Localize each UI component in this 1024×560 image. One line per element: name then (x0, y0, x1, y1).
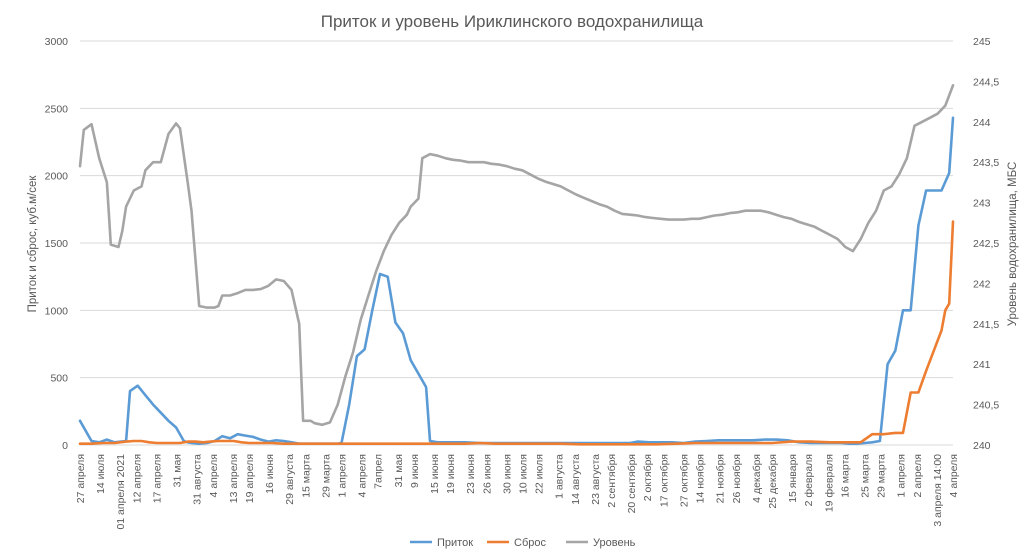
x-tick-label: 01 апреля 2021 (115, 454, 127, 530)
x-tick-label: 1 апреля (896, 454, 908, 497)
x-tick-label: 4 апреля (948, 454, 960, 497)
x-tick-label: 1 апреля (336, 454, 348, 497)
x-tick-label: 26 июня (481, 454, 493, 494)
y2-tick-label: 243,5 (973, 157, 999, 169)
y2-tick-label: 240 (973, 440, 991, 452)
x-tick-label: 16 июня (264, 454, 276, 494)
series-layer (78, 84, 955, 446)
x-tick-label: 23 августа (590, 454, 602, 505)
y2-tick-label: 241 (973, 359, 991, 371)
x-tick-label: 2 апреля (912, 454, 924, 497)
y-tick-label: 1000 (45, 305, 69, 317)
y-tick-label: 3000 (45, 36, 69, 48)
x-tick-label: 13 апреля (228, 454, 240, 503)
x-tick-label: 17 апреля (151, 454, 163, 503)
y-tick-label: 500 (50, 373, 68, 385)
x-tick-label: 4 декабря (751, 454, 763, 503)
y2-tick-label: 242,5 (973, 238, 999, 250)
x-tick-label: 12 апреля (131, 454, 143, 503)
y-axis-right-ticks: 240 240,5 241 241,5 242 242,5 243 243,5 244 244,5… (973, 36, 999, 452)
x-tick-label: 2 февраля (803, 454, 815, 506)
y-tick-label: 2000 (45, 171, 69, 183)
legend-label: Сброс (514, 537, 546, 549)
x-tick-label: 27 апреля (75, 454, 87, 503)
y-axis-left-ticks: 0 500 1000 1500 2000 2500 3000 (45, 36, 69, 452)
x-tick-label: 7апрел (373, 454, 385, 489)
x-tick-label: 15 марта (300, 454, 312, 498)
x-tick-label: 14 августа (570, 454, 582, 505)
y-tick-label: 1500 (45, 238, 69, 250)
x-tick-label: 1 августа (554, 454, 566, 499)
x-tick-label: 19 апреля (244, 454, 256, 503)
x-tick-label: 2 октября (642, 454, 654, 501)
x-tick-label: 25 декабря (767, 454, 779, 509)
y2-tick-label: 243 (973, 198, 991, 210)
series-line-2 (78, 220, 955, 446)
x-tick-label: 31 августа (192, 454, 204, 505)
x-tick-label: 22 июля (534, 454, 546, 494)
x-tick-label: 19 июня (445, 454, 457, 494)
x-tick-label: 21 ноября (715, 454, 727, 503)
x-axis-ticks: 27 апреля 14 июля 01 апреля 2021 12 апреля 1… (75, 454, 960, 530)
x-tick-label: 23 июня (465, 454, 477, 494)
series-line-1 (78, 116, 955, 445)
y2-tick-label: 240,5 (973, 400, 999, 412)
legend: Приток Сброс Уровень (410, 537, 636, 549)
x-tick-label: 31 мая (393, 454, 405, 487)
x-tick-label: 4 апреля (357, 454, 369, 497)
x-tick-label: 31 мая (172, 454, 184, 487)
x-tick-label: 29 марта (320, 454, 332, 498)
x-tick-label: 10 июля (518, 454, 530, 494)
y2-tick-label: 244,5 (973, 76, 999, 88)
gridlines (80, 40, 953, 446)
x-tick-label: 20 сентября (626, 454, 638, 513)
x-tick-label: 3 апреля 14:00 (932, 454, 944, 527)
x-tick-label: 29 марта (876, 454, 888, 498)
x-tick-label: 14 июля (95, 454, 107, 494)
x-tick-label: 14 ноября (695, 454, 707, 503)
x-tick-label: 15 января (787, 454, 799, 503)
x-tick-label: 29 августа (284, 454, 296, 505)
x-tick-label: 4 апреля (208, 454, 220, 497)
y-tick-label: 2500 (45, 103, 69, 115)
x-tick-label: 25 марта (859, 454, 871, 498)
x-tick-label: 19 февраля (823, 454, 835, 512)
x-tick-label: 16 марта (839, 454, 851, 498)
x-tick-label: 9 июня (409, 454, 421, 488)
y-axis-left-label: Приток и сброс, куб.м/сек (27, 175, 39, 313)
x-tick-label: 15 июня (429, 454, 441, 494)
x-tick-label: 30 июня (501, 454, 513, 494)
y2-tick-label: 242 (973, 278, 991, 290)
legend-label: Уровень (593, 537, 636, 549)
legend-label: Приток (437, 537, 473, 549)
y2-tick-label: 244 (973, 117, 991, 129)
x-tick-label: 17 октября (658, 454, 670, 507)
y-tick-label: 0 (62, 440, 68, 452)
x-tick-label: 26 ноября (731, 454, 743, 503)
y2-tick-label: 241,5 (973, 319, 999, 331)
series-line-3 (78, 84, 955, 427)
y-axis-right-label: Уровень водохранилища, МБС (1007, 162, 1019, 327)
chart-title: Приток и уровень Ириклинского водохранил… (321, 12, 704, 31)
y2-tick-label: 245 (973, 36, 991, 48)
x-tick-label: 2 сентября (606, 454, 618, 508)
x-tick-label: 27 октября (678, 454, 690, 507)
